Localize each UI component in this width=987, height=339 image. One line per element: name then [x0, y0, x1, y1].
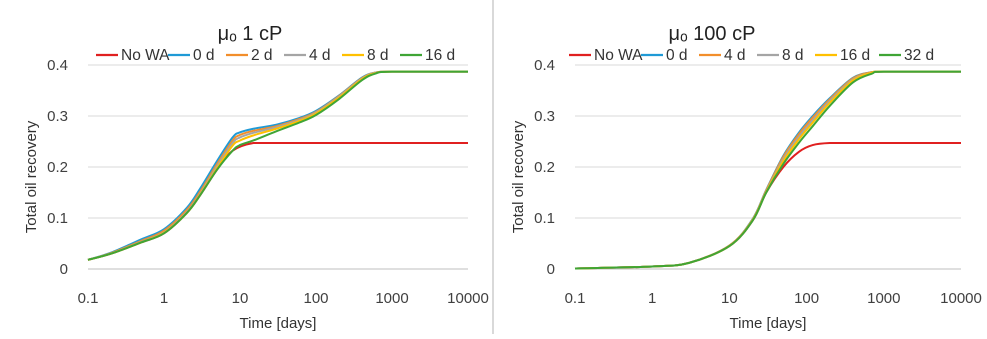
series-line — [574, 70, 961, 270]
legend-item: 0 d — [168, 47, 215, 64]
x-tick-label: 0.1 — [565, 290, 586, 307]
panel-divider — [492, 0, 494, 334]
legend-item: No WA — [96, 47, 170, 64]
chart-title: μₒ 100 cP — [669, 23, 756, 45]
y-tick-label: 0.3 — [47, 108, 68, 125]
legend-item: 32 d — [879, 47, 934, 64]
series-line — [87, 70, 468, 261]
legend-label: 4 d — [309, 47, 331, 64]
series-line — [87, 142, 468, 261]
y-tick-label: 0.4 — [534, 57, 555, 74]
y-tick-label: 0.3 — [534, 108, 555, 125]
y-axis-title: Total oil recovery — [510, 120, 527, 233]
y-tick-label: 0.2 — [47, 159, 68, 176]
chart-title: μₒ 1 cP — [218, 23, 283, 45]
y-tick-label: 0.2 — [534, 159, 555, 176]
series-line — [87, 70, 468, 261]
legend-label: 0 d — [193, 47, 215, 64]
legend-item: 2 d — [226, 47, 273, 64]
legend-item: 4 d — [284, 47, 331, 64]
series-line — [87, 70, 468, 261]
legend-item: 8 d — [342, 47, 389, 64]
series-line — [574, 70, 961, 270]
series-line — [574, 142, 961, 270]
legend-label: 16 d — [425, 47, 455, 64]
y-tick-label: 0.4 — [47, 57, 68, 74]
legend-label: 8 d — [782, 47, 804, 64]
chart-100cp: μₒ 100 cP No WA 0 d 4 d 8 d 16 d 32 d 0 0.1 0.2 0.… — [510, 23, 982, 332]
chart-panel-left: μₒ 1 cP No WA 0 d 2 d 4 d 8 d 16 d 0 0.1 0.2 0.3 0.… — [0, 0, 490, 334]
x-tick-label: 10 — [721, 290, 738, 307]
legend-label: No WA — [594, 47, 643, 64]
legend-label: 2 d — [251, 47, 273, 64]
x-axis-title: Time [days] — [240, 315, 317, 332]
chart-panel-right: μₒ 100 cP No WA 0 d 4 d 8 d 16 d 32 d 0 0.1 0.2 0.… — [497, 0, 987, 334]
x-tick-label: 10000 — [940, 290, 982, 307]
y-tick-label: 0 — [547, 261, 555, 278]
series-line — [574, 70, 961, 270]
series-line — [574, 70, 961, 270]
x-tick-label: 1 — [648, 290, 656, 307]
y-tick-label: 0.1 — [47, 210, 68, 227]
legend-label: 32 d — [904, 47, 934, 64]
series-line — [87, 70, 468, 261]
y-tick-label: 0.1 — [534, 210, 555, 227]
series-line — [574, 70, 961, 270]
x-tick-label: 100 — [794, 290, 819, 307]
series-line — [87, 70, 468, 261]
legend-label: 8 d — [367, 47, 389, 64]
x-tick-label: 1000 — [867, 290, 900, 307]
chart-1cp: μₒ 1 cP No WA 0 d 2 d 4 d 8 d 16 d 0 0.1 0.2 0.3 0.… — [23, 23, 489, 332]
legend-item: 16 d — [815, 47, 870, 64]
legend-item: 8 d — [757, 47, 804, 64]
legend-item: 0 d — [641, 47, 688, 64]
legend-label: 16 d — [840, 47, 870, 64]
x-tick-label: 100 — [303, 290, 328, 307]
y-tick-label: 0 — [60, 261, 68, 278]
x-axis-title: Time [days] — [730, 315, 807, 332]
x-tick-label: 10 — [232, 290, 249, 307]
legend-label: No WA — [121, 47, 170, 64]
legend-item: No WA — [569, 47, 643, 64]
legend-label: 0 d — [666, 47, 688, 64]
legend-item: 4 d — [699, 47, 746, 64]
x-tick-label: 1000 — [375, 290, 408, 307]
y-axis-title: Total oil recovery — [23, 120, 40, 233]
x-tick-label: 10000 — [447, 290, 489, 307]
legend-label: 4 d — [724, 47, 746, 64]
legend-item: 16 d — [400, 47, 455, 64]
x-tick-label: 0.1 — [78, 290, 99, 307]
x-tick-label: 1 — [160, 290, 168, 307]
